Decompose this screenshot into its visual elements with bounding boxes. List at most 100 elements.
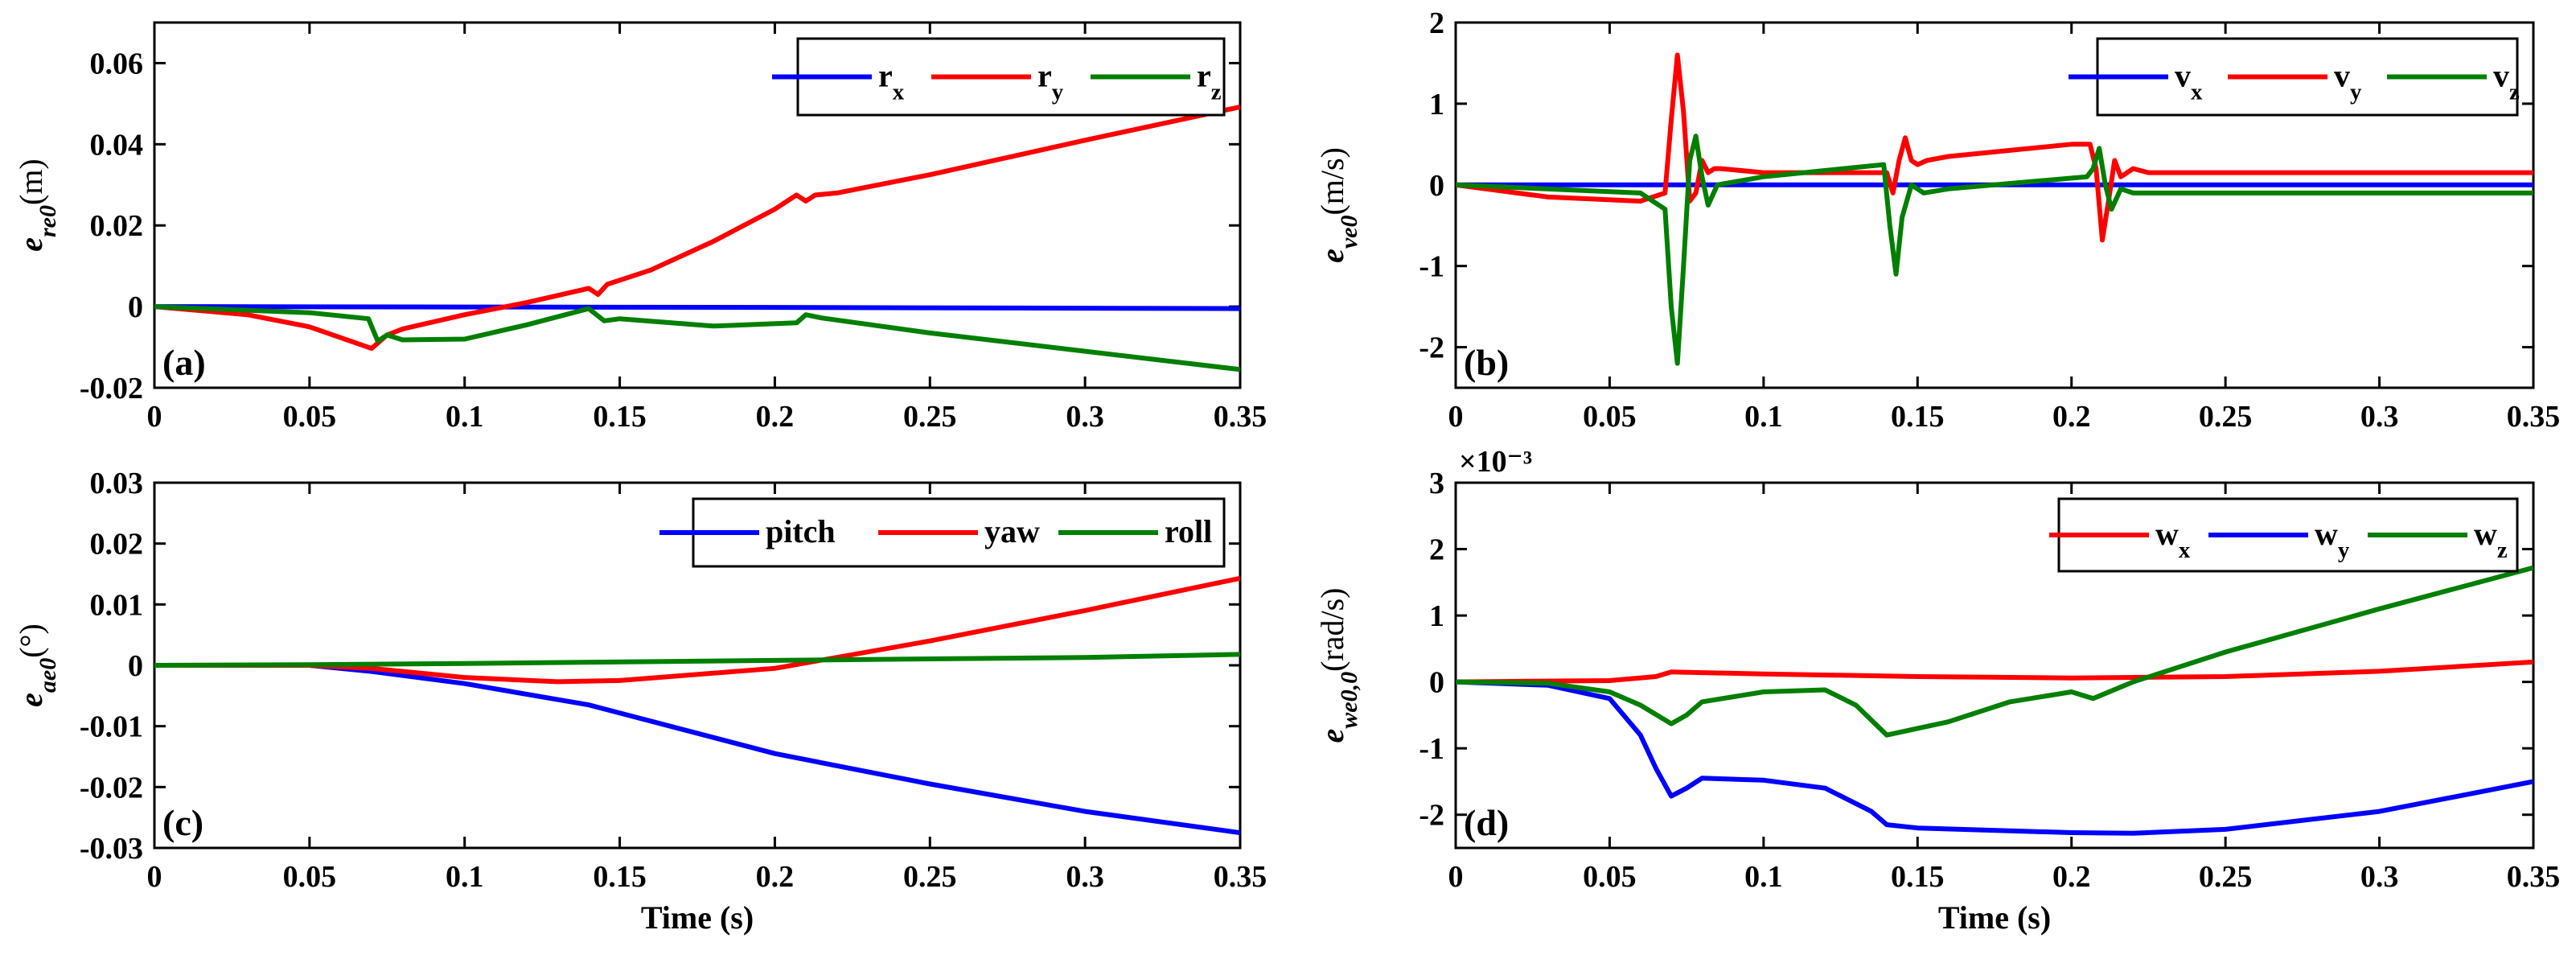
legend: wx wy wz [2049,497,2519,573]
legend-entry-subscript: y [1052,80,1064,105]
y-axis-label-base: e [1314,729,1350,743]
y-tick-label: 0.03 [90,467,144,500]
series-line-r-y [154,104,1240,352]
legend-entry-subscript: x [2179,537,2191,563]
chart-panel-b: 0 0.05 0.1 0.15 0.2 0.25 0.3 0.35 -2 -1 0 1 2 eve0(m/… [1314,6,2560,434]
y-axis-label: eve0(m/s) [1314,147,1362,263]
legend: pitch yaw roll [659,497,1226,568]
series-line-r-x [154,304,1240,311]
series-line-w-x [1456,659,2533,685]
x-tick-label: 0.25 [903,860,957,894]
legend-entry-subscript: y [2338,537,2350,563]
y-tick-label: 1 [1429,599,1444,633]
y-tick-label: 0 [128,290,143,324]
y-tick-label: 3 [1429,467,1444,500]
x-tick-label: 0.3 [2360,860,2399,894]
series-line-w-y [1456,679,2533,836]
y-tick-label: 0.02 [90,209,144,243]
y-tick-label: -1 [1419,250,1444,284]
x-tick-label: 0 [1448,860,1464,894]
y-axis-label-unit: (m) [13,158,49,205]
y-tick-label: 0 [1429,666,1444,700]
y-tick-label: 0 [128,649,143,683]
y-tick-label: 0.02 [90,528,144,562]
y-axis-label-sub: we0,0 [1336,672,1362,729]
x-tick-label: 0.35 [1214,400,1267,434]
x-tick-label: 0.3 [2360,400,2399,434]
y-tick-label: -0.02 [80,771,143,804]
legend-entry-subscript: x [893,80,905,105]
x-tick-label: 0.05 [1583,400,1637,434]
series-line-roll [154,652,1240,668]
y-axis-label-base: e [1314,249,1350,263]
y-axis-label-sub: re0 [35,205,61,237]
panel-label: (b) [1464,342,1509,383]
x-tick-label: 0.25 [2199,860,2253,894]
x-tick-label: 0.25 [903,400,957,434]
x-tick-label: 0 [147,860,162,894]
legend-entry-subscript: x [2191,80,2203,105]
legend-entry-label: yaw [984,513,1040,549]
y-axis-label-unit: (rad/s) [1314,588,1350,672]
panel-label: (d) [1464,802,1509,843]
x-tick-label: 0.05 [1583,860,1637,894]
x-axis-label: Time (s) [641,899,754,936]
x-tick-label: 0.25 [2199,400,2253,434]
x-tick-label: 0 [1448,400,1464,434]
x-tick-label: 0.1 [446,400,484,434]
y-tick-label: 0.01 [90,588,144,622]
y-tick-label: -2 [1419,331,1444,365]
y-tick-label: 0 [1429,169,1444,203]
y-axis-label-sub: ve0 [1336,216,1362,249]
legend-entry-subscript: z [2509,80,2520,105]
x-tick-label: 0.15 [593,860,647,894]
y-tick-label: -0.03 [80,832,143,866]
legend: vx vy vz [2069,37,2520,117]
series-line-v-y [1456,52,2533,243]
x-tick-label: 0.15 [1891,860,1945,894]
x-tick-label: 0.05 [283,400,337,434]
y-tick-label: -1 [1419,732,1444,766]
panel-label: (a) [162,342,206,383]
y-tick-label: 0.06 [90,47,144,80]
y-tick-label: -0.02 [80,372,143,405]
chart-panel-d: 0 0.05 0.1 0.15 0.2 0.25 0.3 0.35 -2 -1 0 1 2 3 ×10⁻³ e… [1314,445,2560,936]
x-tick-label: 0 [147,400,162,434]
y-tick-label: -0.01 [80,710,143,744]
chart-panel-a: 0 0.05 0.1 0.15 0.2 0.25 0.3 0.35-0.0200.020.04… [13,21,1267,434]
y-tick-label: -2 [1419,799,1444,833]
y-axis-label: eae0(°) [13,623,61,707]
x-tick-label: 0.05 [283,860,337,894]
legend-entry-subscript: z [2497,537,2508,563]
legend-entry-subscript: y [2350,80,2362,105]
x-tick-label: 0.2 [756,400,795,434]
y-axis-label-unit: (°) [13,623,49,658]
y-tick-label: 2 [1429,533,1444,567]
x-tick-label: 0.1 [1744,400,1783,434]
chart-panel-c: 0 0.05 0.1 0.15 0.2 0.25 0.3 0.35 -0.03 -0.02 -0.0… [13,467,1267,936]
y-tick-label: 1 [1429,88,1444,121]
series-line-v-z [1456,134,2533,366]
x-tick-label: 0.35 [1214,860,1267,894]
x-tick-label: 0.15 [593,400,647,434]
series-line-w-z [1456,565,2533,738]
panel-label: (c) [162,802,203,843]
x-tick-label: 0.35 [2507,860,2561,894]
y-axis-label-base: e [13,237,49,252]
x-tick-label: 0.2 [2052,400,2091,434]
x-axis-label: Time (s) [1938,899,2051,936]
x-tick-label: 0.35 [2507,400,2561,434]
legend: rx ry rz [772,37,1226,117]
legend-entry-label: roll [1165,513,1212,549]
x-tick-label: 0.2 [756,860,795,894]
series-line-r-z [154,304,1240,372]
x-tick-label: 0.1 [446,860,484,894]
x-tick-label: 0.15 [1891,400,1945,434]
x-tick-label: 0.2 [2052,860,2091,894]
y-exponent-label: ×10⁻³ [1459,445,1532,479]
y-axis-label: ere0(m) [13,158,61,252]
y-tick-label: 0.04 [90,128,144,162]
legend-entry-label: pitch [766,513,836,549]
y-axis-label: ewe0,0(rad/s) [1314,588,1362,743]
